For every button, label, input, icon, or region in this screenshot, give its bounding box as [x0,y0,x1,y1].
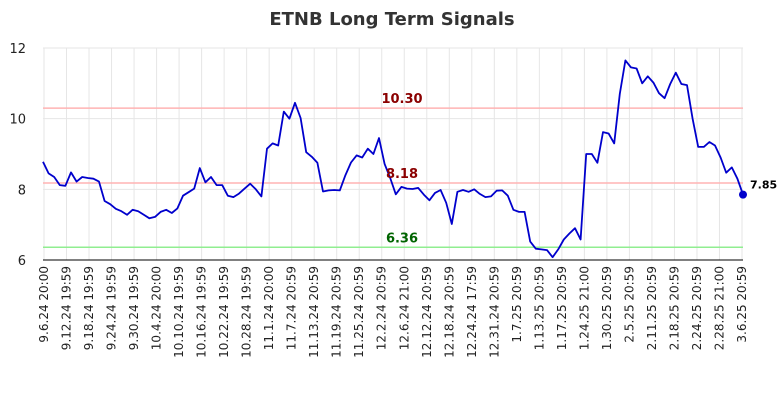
last-point-marker [739,190,747,199]
x-tick-label: 1.7.25 20:59 [510,266,524,343]
x-tick-label: 12.2.24 20:59 [375,266,389,350]
x-tick-label: 10.28.24 19:59 [240,266,254,358]
x-tick-label: 10.16.24 19:59 [195,266,209,358]
x-tick-label: 1.13.25 20:59 [532,266,546,350]
x-tick-label: 3.6.25 20:59 [735,266,749,343]
axes: 6 8 10 12 9.6.24 20:00 9.12.24 19:59 9.18.24 1… [9,42,749,358]
x-tick-label: 2.5.25 20:59 [622,266,636,343]
x-tick-label: 9.24.24 19:59 [105,266,119,350]
level-label: 6.36 [386,231,418,246]
x-tick-label: 9.12.24 19:59 [60,266,74,350]
y-tick-label: 6 [18,254,26,269]
price-series [42,59,747,259]
x-tick-label: 2.11.25 20:59 [645,266,659,350]
x-tick-label: 12.12.24 20:59 [420,266,434,358]
x-tick-label: 11.7.24 20:59 [285,266,299,350]
x-tick-label: 2.28.25 21:00 [712,266,726,350]
level-label: 8.18 [386,167,418,182]
chart-title: ETNB Long Term Signals [269,9,514,30]
x-tick-label: 1.30.25 20:59 [600,266,614,350]
x-tick-label: 11.13.24 20:59 [307,266,321,358]
x-tick-label: 10.22.24 19:59 [217,266,231,358]
series-line [42,59,744,259]
x-tick-label: 11.1.24 20:00 [262,266,276,350]
x-tick-label: 1.17.25 20:59 [555,266,569,350]
level-label: 10.30 [381,92,422,107]
chart-labels: 10.30 8.18 6.36 7.85 [381,92,777,246]
x-tick-label: 1.24.25 21:00 [577,266,591,350]
y-tick-label: 10 [9,113,26,128]
last-value-label: 7.85 [750,179,777,192]
x-tick-label: 2.24.25 20:59 [690,266,704,350]
x-tick-label: 12.24.24 17:59 [465,266,479,358]
x-tick-label: 9.18.24 19:59 [82,266,96,350]
x-tick-label: 12.31.24 20:59 [487,266,501,358]
x-tick-label: 9.30.24 19:59 [127,266,141,350]
grid [43,47,743,261]
x-tick-label: 12.18.24 20:59 [442,266,456,358]
x-tick-label: 12.6.24 21:00 [397,266,411,350]
x-tick-label: 2.18.25 20:59 [667,266,681,350]
y-tick-label: 8 [18,183,26,198]
x-tick-label: 9.6.24 20:00 [37,266,51,343]
x-tick-label: 11.19.24 20:59 [330,266,344,358]
x-tick-label: 10.10.24 19:59 [172,266,186,358]
signal-levels [43,107,743,249]
x-tick-label: 11.25.24 20:59 [352,266,366,358]
y-tick-label: 12 [9,42,26,57]
x-tick-label: 10.4.24 20:00 [150,266,164,350]
